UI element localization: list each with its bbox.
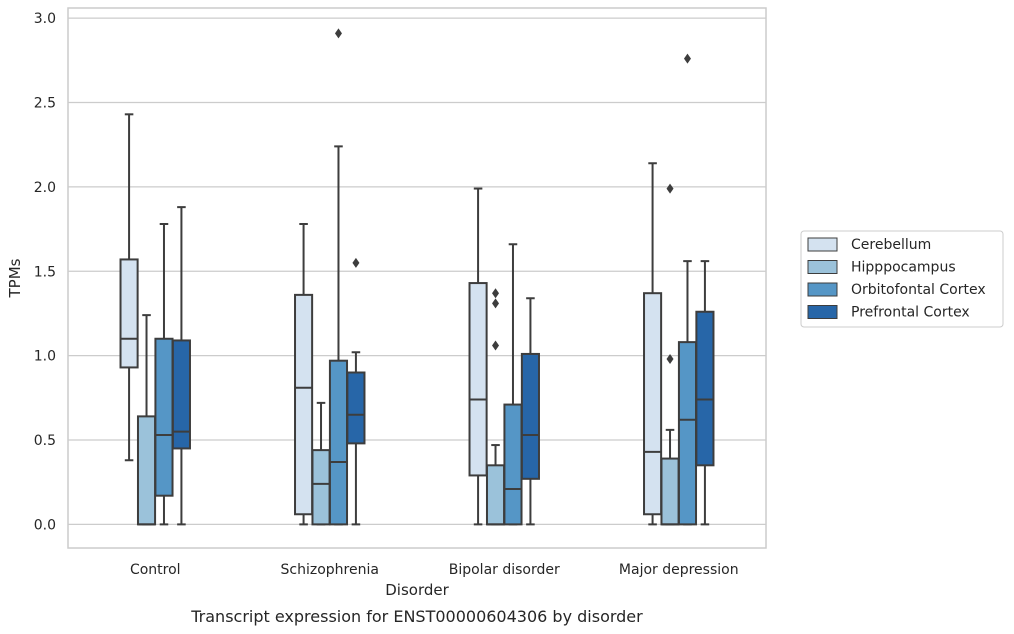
x-tick-label: Control <box>130 562 181 578</box>
box-body <box>311 449 331 526</box>
y-tick-label: 1.5 <box>34 264 56 280</box>
box-body <box>346 371 366 445</box>
x-tick-label: Major depression <box>619 562 739 578</box>
outlier-point <box>683 53 691 64</box>
box-body <box>294 293 314 516</box>
x-axis-label: Disorder <box>385 581 449 599</box>
box-body <box>695 310 715 467</box>
x-tick-label: Bipolar disorder <box>449 562 560 578</box>
box-body <box>119 258 139 369</box>
y-tick-label: 2.5 <box>34 96 56 112</box>
outlier-point <box>492 288 500 299</box>
chart-caption: Transcript expression for ENST0000060430… <box>190 607 643 626</box>
box-0-3 <box>643 162 663 526</box>
box-body <box>154 337 174 497</box>
y-axis-label: TPMs <box>6 258 24 298</box>
box-0-0 <box>119 113 139 462</box>
box-body <box>171 339 191 450</box>
y-tick-label: 2.0 <box>34 180 56 196</box>
legend-label: Cerebellum <box>851 237 931 253</box>
box-1-1 <box>311 401 331 526</box>
x-tick-label: Schizophrenia <box>281 562 379 578</box>
x-axis-ticks: Control Schizophrenia Bipolar disorder Majo… <box>130 562 739 578</box>
y-tick-label: 3.0 <box>34 11 56 27</box>
box-3-2 <box>520 297 540 526</box>
legend-label: Orbitofontal Cortex <box>851 282 986 298</box>
outlier-point <box>352 257 360 268</box>
box-3-0 <box>171 206 191 526</box>
outlier-point <box>666 183 674 194</box>
box-2-0 <box>154 223 174 526</box>
box-body <box>503 403 523 526</box>
legend-swatch <box>807 305 838 319</box>
outlier-point <box>492 298 500 309</box>
legend-frame <box>800 230 1004 328</box>
y-tick-label: 0.0 <box>34 517 56 533</box>
box-body <box>677 341 698 526</box>
box-2-3 <box>677 53 698 526</box>
outlier-point <box>492 340 500 351</box>
box-body <box>485 464 506 526</box>
y-tick-label: 0.5 <box>34 433 56 449</box>
outlier-point <box>334 28 342 39</box>
box-3-1 <box>346 257 366 526</box>
legend-label: Hipppocampus <box>851 260 956 276</box>
box-body <box>328 359 349 526</box>
box-0-2 <box>468 187 488 526</box>
legend-label: Prefrontal Cortex <box>851 305 970 321</box>
legend-swatch <box>807 237 838 252</box>
boxes-layer <box>119 28 715 526</box>
box-body <box>520 352 540 480</box>
box-body <box>468 282 488 477</box>
box-0-1 <box>294 223 314 526</box>
box-2-2 <box>503 243 523 526</box>
box-body <box>660 457 680 526</box>
box-body <box>136 415 157 526</box>
box-1-2 <box>485 288 506 526</box>
y-tick-label: 1.0 <box>34 349 56 365</box>
box-3-3 <box>695 260 715 526</box>
legend: Cerebellum Hipppocampus Orbitofontal Corte… <box>800 230 1004 328</box>
box-1-0 <box>136 314 157 526</box>
y-axis-ticks: 0.0 0.5 1.0 1.5 2.0 2.5 3.0 <box>34 11 56 533</box>
outlier-point <box>666 354 674 364</box>
legend-swatch <box>807 260 838 274</box>
box-body <box>643 292 663 516</box>
box-1-3 <box>660 183 680 526</box>
plot-area-frame <box>67 7 767 549</box>
legend-swatch <box>807 282 838 297</box>
